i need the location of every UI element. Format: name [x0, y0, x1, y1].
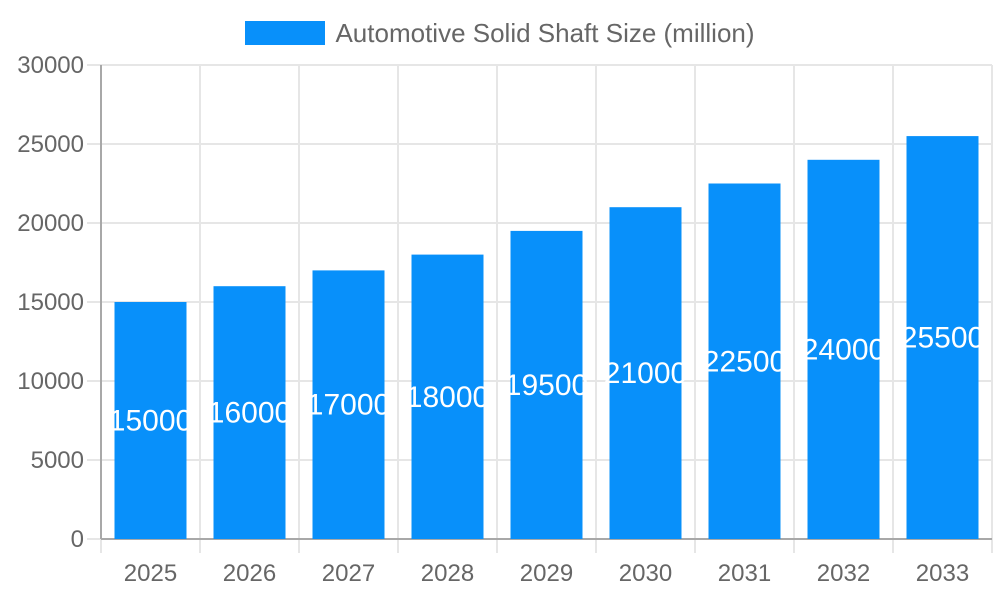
- bar-value-label: 19500: [505, 369, 588, 402]
- legend-label: Automotive Solid Shaft Size (million): [335, 18, 755, 48]
- x-tick-label: 2032: [817, 560, 870, 587]
- bar-value-label: 18000: [406, 381, 489, 414]
- x-tick-label: 2030: [619, 560, 672, 587]
- bar-2033[interactable]: [906, 136, 979, 539]
- x-tick-label: 2025: [124, 560, 177, 587]
- bar-value-label: 15000: [109, 405, 192, 438]
- x-tick-label: 2028: [421, 560, 474, 587]
- y-tick-label: 15000: [17, 289, 84, 316]
- bar-2030[interactable]: [609, 207, 682, 539]
- bar-2027[interactable]: [312, 270, 385, 539]
- bar-2029[interactable]: [510, 230, 583, 539]
- y-tick-label: 30000: [17, 52, 84, 79]
- x-tick-label: 2033: [916, 560, 969, 587]
- bar-2031[interactable]: [708, 183, 781, 540]
- y-tick-label: 5000: [31, 447, 84, 474]
- bar-2028[interactable]: [411, 254, 484, 539]
- x-tick-label: 2031: [718, 560, 771, 587]
- y-tick-label: 25000: [17, 131, 84, 158]
- y-tick-label: 10000: [17, 368, 84, 395]
- x-tick-label: 2029: [520, 560, 573, 587]
- y-tick-label: 0: [71, 526, 84, 553]
- legend-item[interactable]: Automotive Solid Shaft Size (million): [0, 20, 1000, 46]
- bar-2032[interactable]: [807, 159, 880, 540]
- legend-swatch: [245, 21, 326, 45]
- bar-value-label: 16000: [208, 397, 291, 430]
- bar-2026[interactable]: [213, 286, 286, 539]
- bar-value-label: 21000: [604, 357, 687, 390]
- x-tick-label: 2026: [223, 560, 276, 587]
- bar-2025[interactable]: [114, 302, 187, 539]
- x-tick-label: 2027: [322, 560, 375, 587]
- bar-value-label: 17000: [307, 389, 390, 422]
- bar-value-label: 22500: [703, 345, 786, 378]
- bar-value-label: 25500: [901, 322, 984, 355]
- bar-value-label: 24000: [802, 333, 885, 366]
- y-tick-label: 20000: [17, 210, 84, 237]
